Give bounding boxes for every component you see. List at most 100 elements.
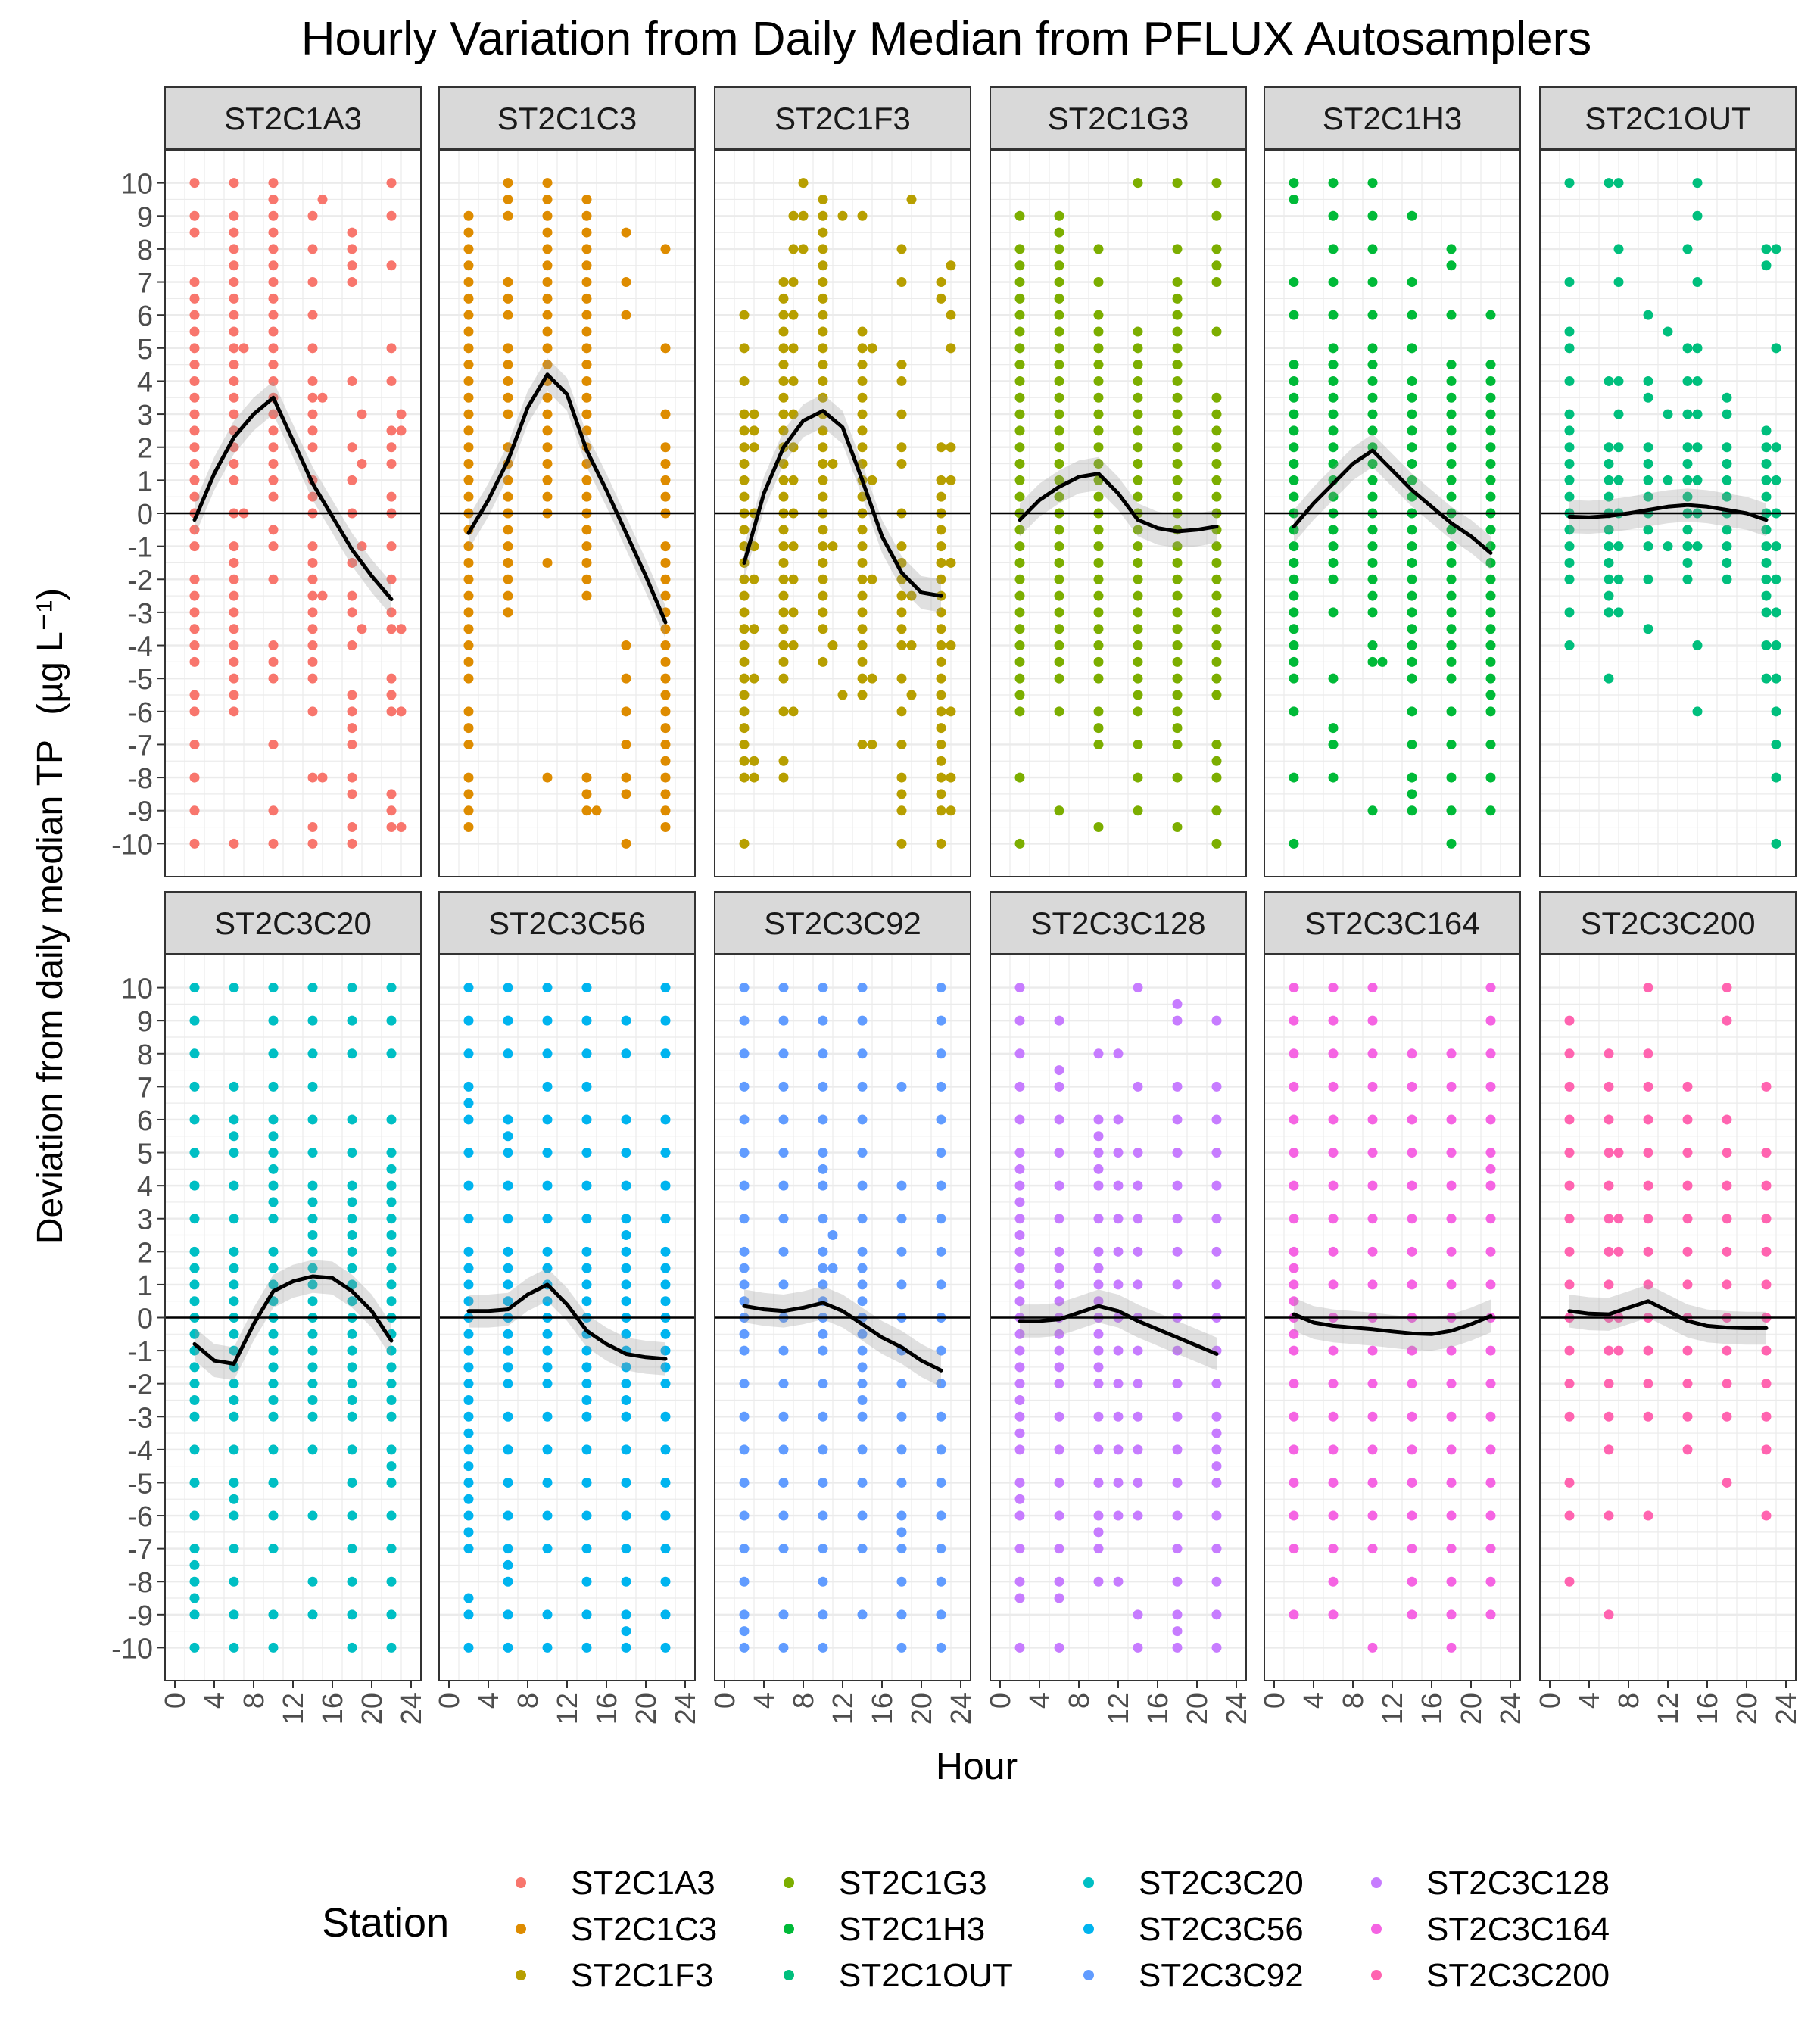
data-point (778, 1246, 789, 1257)
data-point (1133, 607, 1143, 618)
data-point (1604, 1180, 1614, 1191)
data-point (463, 557, 474, 568)
y-tick-label: 3 (137, 1204, 153, 1236)
data-point (739, 772, 750, 783)
data-point (581, 1263, 592, 1273)
legend-label: ST2C1OUT (839, 1957, 1013, 1994)
data-point (739, 590, 750, 601)
data-point (827, 459, 838, 469)
data-point (1485, 1164, 1496, 1174)
data-point (936, 1642, 946, 1653)
data-point (581, 1148, 592, 1158)
data-point (867, 739, 877, 749)
data-point (818, 244, 828, 254)
data-point (1014, 1197, 1025, 1207)
data-point (896, 541, 907, 552)
data-point (896, 673, 907, 684)
data-point (896, 360, 907, 370)
data-point (386, 459, 397, 469)
data-point (1722, 409, 1732, 419)
data-point (229, 1394, 239, 1405)
data-point (1133, 375, 1143, 386)
data-point (818, 1510, 828, 1521)
data-point (1113, 1576, 1124, 1587)
data-point (1407, 392, 1417, 403)
data-point (1093, 459, 1104, 469)
data-point (1211, 838, 1222, 849)
data-point (229, 244, 239, 254)
data-point (396, 822, 407, 833)
data-point (307, 1230, 318, 1241)
data-point (1014, 1180, 1025, 1191)
data-point (1682, 491, 1693, 502)
data-point (1564, 1510, 1575, 1521)
data-point (1211, 1114, 1222, 1125)
data-point (660, 1180, 671, 1191)
data-point (268, 640, 279, 651)
data-point (347, 1544, 357, 1554)
data-point (1328, 343, 1339, 354)
data-point (347, 1048, 357, 1059)
x-tick-label: 8 (513, 1693, 544, 1709)
data-point (1211, 1510, 1222, 1521)
data-point (896, 1379, 907, 1389)
data-point (463, 1214, 474, 1224)
data-point (1643, 1411, 1653, 1422)
data-point (778, 360, 789, 370)
data-point (1093, 1131, 1104, 1142)
data-point (1722, 541, 1732, 552)
data-point (347, 822, 357, 833)
points (1564, 983, 1772, 1620)
data-point (189, 1379, 200, 1389)
data-point (189, 442, 200, 453)
data-point (936, 739, 946, 749)
data-point (1722, 1214, 1732, 1224)
data-point (896, 409, 907, 419)
data-point (189, 1642, 200, 1653)
y-tick-label: -5 (127, 1468, 153, 1500)
facet-strip-label: ST2C1H3 (1323, 101, 1462, 136)
data-point (268, 1246, 279, 1257)
data-point (463, 1510, 474, 1521)
x-tick-label: 24 (670, 1693, 702, 1725)
data-point (660, 1411, 671, 1422)
data-point (739, 607, 750, 618)
data-point (268, 442, 279, 453)
data-point (778, 1015, 789, 1026)
data-point (1564, 277, 1575, 288)
data-point (1014, 1477, 1025, 1488)
data-point (1211, 805, 1222, 816)
legend-item-st2c3c164: ST2C3C164 (1371, 1911, 1610, 1948)
data-point (818, 557, 828, 568)
data-point (1133, 805, 1143, 816)
data-point (1446, 673, 1457, 684)
data-point (189, 656, 200, 667)
data-point (463, 805, 474, 816)
data-point (1093, 640, 1104, 651)
data-point (660, 244, 671, 254)
facet-strip (438, 891, 696, 955)
data-point (1172, 673, 1183, 684)
data-point (229, 1494, 239, 1504)
data-point (357, 624, 367, 634)
data-point (1564, 541, 1575, 552)
data-point (660, 590, 671, 601)
data-point (189, 1048, 200, 1059)
data-point (1604, 1148, 1614, 1158)
data-point (268, 210, 279, 221)
data-point (660, 1263, 671, 1273)
data-point (542, 475, 553, 485)
y-tick-label: -3 (127, 1402, 153, 1434)
data-point (1054, 227, 1064, 238)
data-point (739, 491, 750, 502)
data-point (827, 1263, 838, 1273)
data-point (307, 1246, 318, 1257)
data-point (463, 1180, 474, 1191)
data-point (229, 1642, 239, 1653)
data-point (386, 491, 397, 502)
y-axis-unit: (µg L⁻¹) (30, 588, 70, 715)
data-point (739, 475, 750, 485)
points (1289, 178, 1496, 849)
data-point (347, 1197, 357, 1207)
